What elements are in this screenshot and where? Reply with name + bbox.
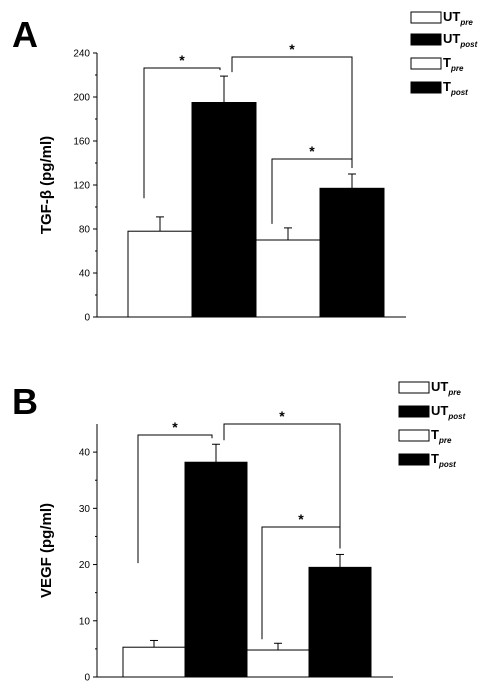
significance-star: * [289,41,295,57]
legend-name: T [431,451,439,466]
legend-name: UT [431,379,448,394]
legend-entry: UTpost [431,403,466,421]
legend-name: UT [443,9,460,24]
legend-entry: Tpre [443,55,464,73]
legend-subscript: post [447,412,465,421]
bar-t-post [319,187,385,318]
legend-subscript: pre [447,388,461,397]
bar-t-pre [246,649,310,678]
y-axis-label: VEGF (pg/ml) [38,503,55,598]
y-tick-label: 120 [73,181,90,192]
significance-star: * [309,143,315,159]
y-tick-label: 160 [73,137,90,148]
y-tick-label: 10 [79,616,91,627]
y-tick-label: 240 [73,49,90,60]
significance-star: * [298,511,304,527]
legend-swatch [410,11,442,24]
legend-swatch [410,33,442,46]
legend-entry: Tpost [443,79,468,97]
legend-subscript: pre [438,436,452,445]
y-tick-label: 30 [79,504,91,515]
legend-name: UT [443,31,460,46]
bar-ut-pre [122,646,186,678]
bar-t-post [308,566,372,678]
y-tick-label: 20 [79,560,91,571]
legend-swatch [410,57,442,70]
legend-name: UT [431,403,448,418]
legend-swatch [398,381,430,394]
panel-letter: A [12,14,38,55]
y-tick-label: 80 [79,225,91,236]
legend-name: T [431,427,439,442]
significance-bracket [143,67,221,199]
significance-star: * [279,408,285,424]
bar-ut-post [191,102,257,318]
legend-swatch [398,429,430,442]
significance-bracket [271,158,353,224]
panel-letter: B [12,381,38,422]
y-tick-label: 200 [73,93,90,104]
legend-entry: UTpre [443,9,473,27]
legend-entry: UTpre [431,379,461,397]
legend-subscript: post [438,460,456,469]
significance-star: * [172,419,178,435]
y-tick-label: 0 [84,673,90,684]
bar-t-pre [255,239,321,318]
legend-subscript: pre [450,64,464,73]
y-axis-label: TGF-β (pg/ml) [38,136,55,234]
legend-subscript: post [450,88,468,97]
legend-subscript: pre [459,18,473,27]
legend-entry: Tpost [431,451,456,469]
legend-name: T [443,79,451,94]
bar-ut-pre [127,230,193,318]
legend-swatch [398,405,430,418]
significance-bracket [137,434,213,564]
bar-ut-post [184,461,248,678]
y-tick-label: 0 [84,313,90,324]
legend-swatch [398,453,430,466]
legend-name: T [443,55,451,70]
legend-swatch [410,81,442,94]
significance-star: * [179,52,185,68]
legend-entry: UTpost [443,31,478,49]
y-tick-label: 40 [79,448,91,459]
y-tick-label: 40 [79,269,91,280]
significance-bracket [261,526,341,640]
legend-subscript: post [459,40,477,49]
significance-bracket [231,56,353,168]
significance-bracket [223,423,341,549]
legend-entry: Tpre [431,427,452,445]
